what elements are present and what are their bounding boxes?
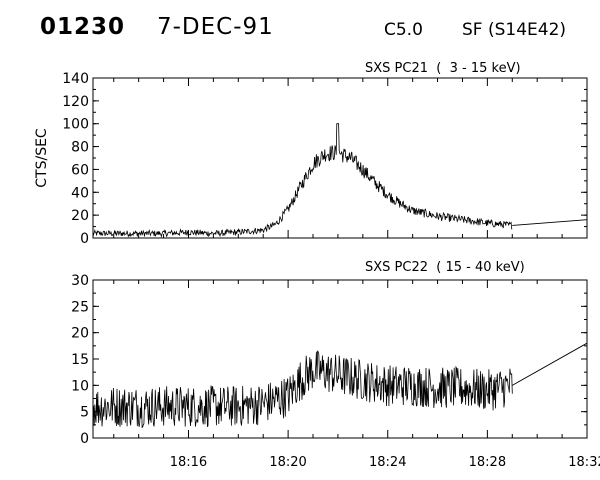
x-tick-label: 18:28 bbox=[469, 455, 506, 470]
panel-title: SXS PC21 ( 3 - 15 keV) bbox=[365, 61, 521, 76]
plot-frame bbox=[92, 77, 588, 239]
y-tick-label: 20 bbox=[71, 208, 89, 224]
series-line bbox=[92, 123, 513, 238]
y-tick-label: 120 bbox=[62, 94, 89, 110]
y-tick-label: 30 bbox=[71, 273, 89, 289]
flare-location: SF (S14E42) bbox=[462, 20, 567, 40]
y-tick-label: 100 bbox=[62, 117, 89, 133]
x-tick-label: 18:32 bbox=[568, 455, 600, 470]
y-tick-label: 25 bbox=[71, 299, 89, 315]
plot-frame bbox=[92, 279, 588, 439]
y-tick-label: 60 bbox=[71, 162, 89, 178]
series-extrapolation bbox=[512, 342, 588, 386]
goes-class: C5.0 bbox=[384, 20, 423, 40]
y-tick-label: 40 bbox=[71, 185, 89, 201]
panel-title: SXS PC22 ( 15 - 40 keV) bbox=[365, 260, 525, 275]
y-axis-label: CTS/SEC bbox=[34, 128, 50, 188]
x-tick-label: 18:20 bbox=[269, 455, 306, 470]
y-tick-label: 15 bbox=[71, 352, 89, 368]
y-tick-label: 20 bbox=[71, 326, 89, 342]
event-id: 01230 bbox=[40, 14, 126, 40]
series-extrapolation bbox=[512, 219, 588, 226]
y-tick-label: 10 bbox=[71, 378, 89, 394]
series-line bbox=[92, 350, 513, 429]
x-tick-label: 18:16 bbox=[170, 455, 207, 470]
y-tick-label: 80 bbox=[71, 140, 89, 156]
y-tick-label: 0 bbox=[80, 231, 89, 247]
event-date: 7-DEC-91 bbox=[157, 14, 274, 40]
y-tick-label: 140 bbox=[62, 71, 89, 87]
x-tick-label: 18:24 bbox=[369, 455, 406, 470]
y-tick-label: 5 bbox=[80, 405, 89, 421]
y-tick-label: 0 bbox=[80, 431, 89, 447]
